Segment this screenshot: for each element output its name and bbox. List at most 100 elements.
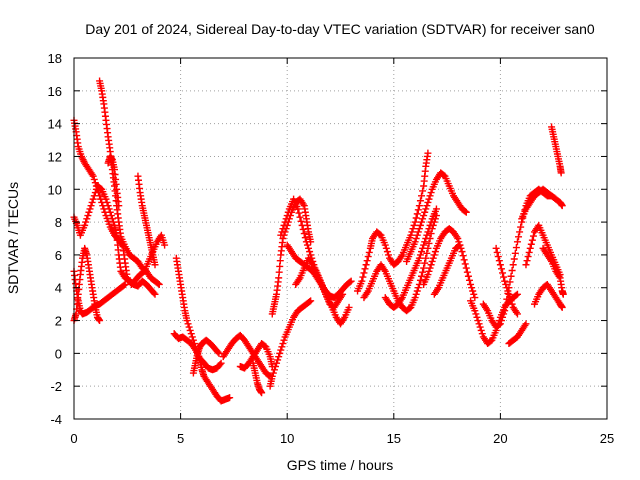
data-point [425,267,433,275]
data-point [515,233,523,241]
data-point [468,284,476,292]
data-point [421,259,429,267]
data-point [512,244,520,252]
data-point [299,225,307,233]
data-point [413,231,421,239]
data-point [88,198,96,206]
data-point [412,290,420,298]
data-point [85,208,93,216]
data-point [474,317,482,325]
data-point [273,359,281,367]
data-point [418,192,426,200]
data-point [421,208,429,216]
data-point [506,294,514,302]
series-arc-33 [548,123,565,177]
x-tick-label: 10 [280,431,294,446]
data-point [362,261,370,269]
data-point [214,348,222,356]
data-point [500,310,508,318]
data-point [416,251,424,259]
data-point [473,313,481,321]
data-point [528,236,536,244]
data-point [427,261,435,269]
data-point [422,235,430,242]
chart-title: Day 201 of 2024, Sidereal Day-to-day VTE… [85,21,595,37]
data-point [418,248,426,256]
series-arc-2 [70,182,159,298]
data-point [557,169,565,177]
series-arc-13 [249,359,266,397]
data-point [476,323,484,331]
data-point [558,303,566,311]
series-arc-18 [292,254,347,311]
data-point [364,253,372,261]
data-point [413,210,421,218]
data-point [513,310,521,318]
data-point [469,287,477,295]
series-arc-11 [219,331,274,380]
series-arc-28 [522,221,564,279]
data-point [529,232,537,240]
data-point [361,265,369,273]
data-point [425,239,433,247]
data-point [276,349,284,357]
data-point [103,198,111,206]
y-tick-label: 14 [48,117,62,132]
data-point [461,207,469,215]
y-axis-label: SDTVAR / TECUs [5,182,21,294]
data-point [472,310,480,318]
data-point [411,238,419,246]
data-point [339,290,347,298]
data-point [420,241,428,249]
data-point [492,244,500,252]
data-point [456,241,464,249]
data-point [522,261,530,269]
x-axis-label: GPS time / hours [287,457,394,473]
data-point [465,276,473,284]
data-point [105,205,113,213]
data-point [345,303,353,311]
data-point [463,268,471,276]
data-point [507,272,515,280]
data-point [215,349,223,357]
data-point [411,294,419,302]
data-point [427,189,435,197]
data-point [161,241,169,249]
data-point [104,202,112,210]
data-point [294,205,302,213]
data-point [90,192,98,200]
data-point [424,228,432,236]
data-point [419,187,427,195]
data-point [513,290,521,298]
data-point [102,195,110,203]
data-point [510,255,518,263]
data-point [496,261,504,269]
data-point [497,317,505,325]
data-point [422,205,430,213]
data-point [414,228,422,236]
series-arc-24 [430,241,464,298]
data-point [495,321,503,329]
data-point [423,231,431,239]
series-arc-16 [283,241,355,302]
plot-frame [73,57,608,420]
x-tick-labels: 0 5 10 15 20 25 [70,431,614,446]
data-point [416,276,424,284]
x-tick-label: 0 [70,431,77,446]
series-arc-10 [189,336,223,377]
series-arc-29 [518,185,560,223]
data-point [426,192,434,200]
data-point [300,230,308,238]
data-point [284,208,292,216]
data-point [359,273,367,281]
data-point [414,284,422,292]
data-point [91,189,99,197]
data-point [428,257,436,265]
data-point [414,206,422,214]
data-point [419,244,427,252]
data-point [296,213,304,221]
data-point [150,289,158,297]
data-point [422,254,430,262]
data-point [268,372,276,380]
